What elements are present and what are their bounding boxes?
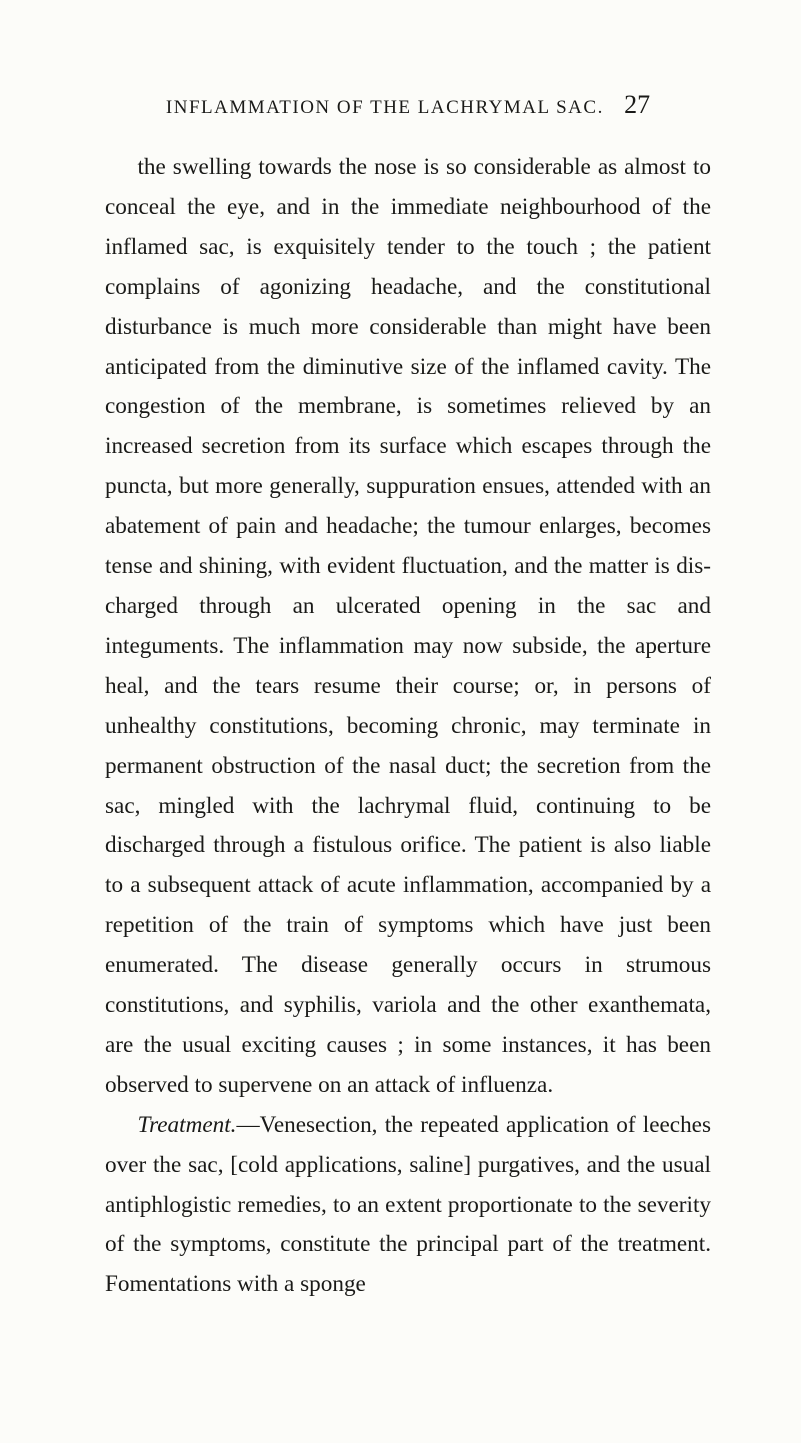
running-title: INFLAMMATION OF THE LACHRYMAL SAC. — [166, 97, 604, 118]
running-header: INFLAMMATION OF THE LACHRYMAL SAC. 27 — [105, 90, 711, 120]
book-page: INFLAMMATION OF THE LACHRYMAL SAC. 27 th… — [0, 0, 801, 1443]
paragraph-1-text: the swelling towards the nose is so cons… — [105, 154, 711, 1098]
body-text: the swelling towards the nose is so cons… — [105, 148, 711, 1305]
page-number: 27 — [610, 90, 650, 119]
treatment-heading: Treatment. — [137, 1112, 236, 1138]
paragraph-2-text: —Venesection, the repeated application o… — [105, 1112, 711, 1298]
paragraph-2: Treatment.—Venesection, the repeated app… — [105, 1106, 711, 1306]
paragraph-1: the swelling towards the nose is so cons… — [105, 148, 711, 1106]
